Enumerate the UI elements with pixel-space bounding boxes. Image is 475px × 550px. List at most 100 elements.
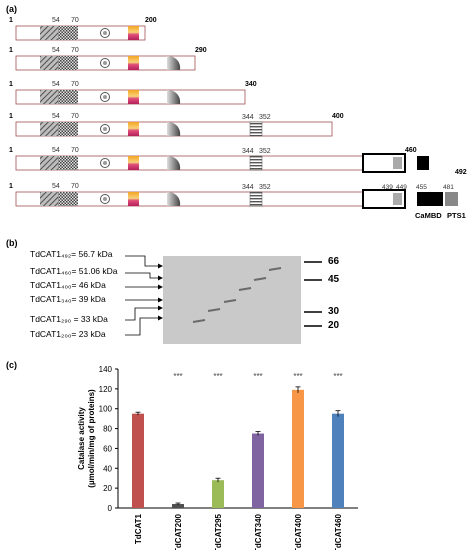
pos-label: 70: [71, 47, 79, 54]
band-340: [207, 308, 221, 312]
marker-66: 66: [328, 256, 340, 267]
end-label: 400: [332, 113, 344, 120]
gel-annotations: [125, 255, 322, 336]
significance-mark: ***: [293, 372, 302, 381]
construct-row-290: 1 290 54 70: [9, 47, 207, 71]
domain-block: [58, 90, 78, 104]
heme-block: [128, 90, 139, 104]
motif-circle: [103, 161, 107, 165]
motif-circle: [103, 127, 107, 131]
pos-label: 439: [382, 184, 393, 191]
cambd-label: CaMBD: [415, 211, 442, 220]
motif-circle: [103, 197, 107, 201]
end-label: 460: [405, 147, 417, 154]
construct-row-460: 1 460 54 70 344 352: [9, 147, 429, 173]
domain-arc: [167, 121, 181, 136]
x-tick-label: TdCAT200: [174, 513, 183, 550]
y-tick-label: 140: [99, 365, 113, 374]
gel-bands: [192, 267, 282, 323]
pos-label: 54: [52, 81, 60, 88]
band-label-460: TdCAT1₄₆₀= 51.06 kDa: [30, 266, 118, 276]
domain-block: [40, 56, 58, 70]
significance-mark: ***: [173, 372, 182, 381]
domain-block: [58, 26, 78, 40]
panel-b-label: (b): [6, 238, 18, 248]
y-tick-label: 40: [103, 464, 112, 473]
pos-label: 54: [52, 17, 60, 24]
pos-label: 70: [71, 183, 79, 190]
bar-TdCAT1: [132, 413, 144, 508]
band-400: [223, 299, 237, 303]
end-label: 340: [245, 81, 257, 88]
domain-arc: [167, 89, 181, 104]
x-tick-label: TdCAT400: [294, 513, 303, 550]
pos-label: 352: [259, 148, 271, 155]
construct-row-400: 1 400 54 70 344 352: [9, 113, 344, 137]
y-axis-label: (µmol/min/mg of proteins): [87, 389, 96, 488]
pos-label: 54: [52, 47, 60, 54]
x-tick-label: TdCAT460: [334, 513, 343, 550]
band-label-200: TdCAT1₂₀₀= 23 kDa: [30, 329, 106, 339]
band-492b: [268, 267, 282, 271]
band-arrowheads: [158, 263, 163, 321]
motif-circle: [103, 95, 107, 99]
pos-label: 352: [259, 114, 271, 121]
pos-label: 352: [259, 184, 271, 191]
y-axis-label: Catalase activity: [77, 407, 86, 470]
band-492a: [253, 277, 267, 281]
construct-row-492: 1 492 54 70 344 352 439 449 455 481 CaMBD PTS1: [9, 169, 467, 220]
domain-block: [58, 56, 78, 70]
heme-block: [128, 26, 139, 40]
domain-arc: [167, 155, 181, 170]
band-label-340: TdCAT1₃₄₀= 39 kDa: [30, 294, 106, 304]
y-tick-label: 20: [103, 484, 112, 493]
bar-TdCAT400: [292, 389, 304, 508]
significance-mark: ***: [333, 372, 342, 381]
heme-block: [128, 192, 139, 206]
pos-label: 344: [242, 184, 254, 191]
start-label: 1: [9, 47, 13, 54]
pos-label: 54: [52, 147, 60, 154]
marker-45: 45: [328, 274, 340, 285]
start-label: 1: [9, 183, 13, 190]
cambd-block: [417, 192, 443, 206]
start-label: 1: [9, 81, 13, 88]
pos-label: 70: [71, 81, 79, 88]
motif-circle: [103, 61, 107, 65]
bar-TdCAT340: [252, 433, 264, 508]
band-label-492: TdCAT1₄₉₂= 56.7 kDa: [30, 249, 113, 259]
band-connectors: [125, 255, 158, 336]
domain-block: [40, 26, 58, 40]
domain-block: [40, 156, 58, 170]
construct-diagram: 1 200 54 70 1 290 54 70 1 340 54 70 1 400 54 70 344 352 1 4…: [9, 17, 467, 220]
construct-row-200: 1 200 54 70: [9, 17, 157, 41]
marker-ticks: [304, 261, 322, 327]
domain-block: [40, 192, 58, 206]
band-label-400: TdCAT1₄₀₀= 46 kDa: [30, 280, 106, 290]
panel-a-label: (a): [6, 4, 17, 14]
y-tick-label: 0: [108, 504, 113, 513]
pos-label: 70: [71, 147, 79, 154]
start-label: 1: [9, 147, 13, 154]
y-tick-label: 60: [103, 444, 112, 453]
domain-block: [58, 156, 78, 170]
pos-label: 70: [71, 113, 79, 120]
pos-label: 54: [52, 113, 60, 120]
bar-TdCAT295: [212, 480, 224, 508]
y-tick-label: 120: [99, 385, 113, 394]
domain-block: [40, 122, 58, 136]
panel-c-label: (c): [6, 360, 17, 370]
pos-label: 54: [52, 183, 60, 190]
domain-block: [393, 157, 402, 169]
pos-label: 449: [396, 184, 407, 191]
domain-block: [40, 90, 58, 104]
heme-block: [128, 122, 139, 136]
domain-block: [58, 122, 78, 136]
band-290: [192, 319, 206, 323]
domain-block: [249, 155, 263, 171]
end-label: 200: [145, 17, 157, 24]
bar-TdCAT200: [172, 504, 184, 508]
pos-label: 344: [242, 114, 254, 121]
pts1-block: [445, 192, 458, 206]
domain-arc: [167, 191, 181, 206]
